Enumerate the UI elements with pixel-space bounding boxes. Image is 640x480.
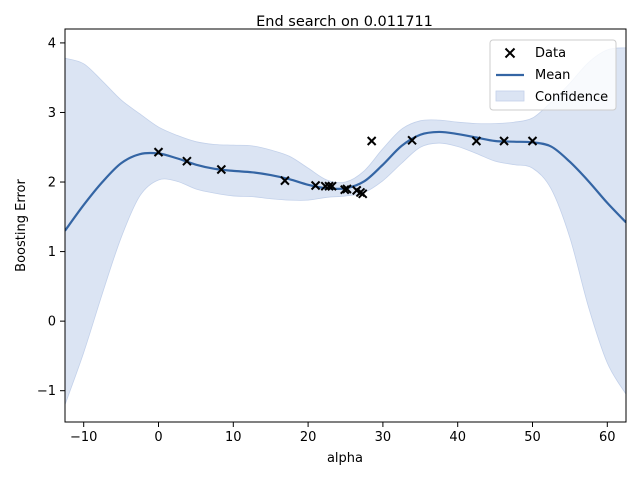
x-tick-label: 30 — [375, 430, 392, 445]
data-point — [310, 180, 321, 191]
x-axis-label: alpha — [327, 451, 363, 466]
x-tick-label: 40 — [449, 430, 466, 445]
chart-title: End search on 0.011711 — [256, 14, 433, 30]
data-point — [471, 136, 482, 146]
y-tick-label: −1 — [37, 384, 56, 399]
plot-area — [65, 47, 626, 405]
plot-frame — [64, 28, 627, 423]
legend-label-data: Data — [535, 46, 566, 61]
x-tick-label: 0 — [154, 430, 162, 445]
data-point — [327, 181, 337, 191]
legend: Data Mean Confidence — [489, 39, 617, 111]
data-markers — [153, 135, 538, 199]
x-tick-label: 50 — [524, 430, 541, 445]
data-point — [216, 164, 227, 175]
legend-label-mean: Mean — [535, 68, 570, 83]
legend-data-marker — [504, 47, 516, 59]
data-point — [153, 147, 164, 157]
data-point — [340, 184, 350, 195]
y-tick-label: 1 — [48, 245, 56, 260]
data-point — [366, 136, 377, 146]
data-point — [407, 135, 417, 145]
data-point — [527, 136, 538, 146]
x-axis: −10 0 10 20 30 40 50 60 — [70, 422, 616, 445]
y-axis-label: Boosting Error — [14, 179, 29, 272]
y-tick-label: 3 — [48, 106, 56, 121]
legend-data-icon — [504, 47, 516, 59]
legend-confidence-swatch — [495, 90, 525, 102]
legend-label-confidence: Confidence — [535, 90, 608, 105]
data-point — [499, 136, 509, 146]
x-tick-label: 60 — [599, 430, 616, 445]
x-tick-label: 10 — [225, 430, 242, 445]
x-tick-label: 20 — [300, 430, 317, 445]
data-point — [357, 189, 368, 199]
data-point — [280, 175, 290, 186]
y-tick-label: 0 — [48, 315, 56, 330]
y-axis: −1 0 1 2 3 4 — [37, 36, 65, 399]
data-point — [342, 184, 352, 194]
x-tick-label: −10 — [70, 430, 97, 445]
y-tick-label: 2 — [48, 176, 56, 191]
y-tick-label: 4 — [48, 36, 56, 51]
data-point — [324, 181, 334, 191]
data-point — [182, 156, 192, 166]
